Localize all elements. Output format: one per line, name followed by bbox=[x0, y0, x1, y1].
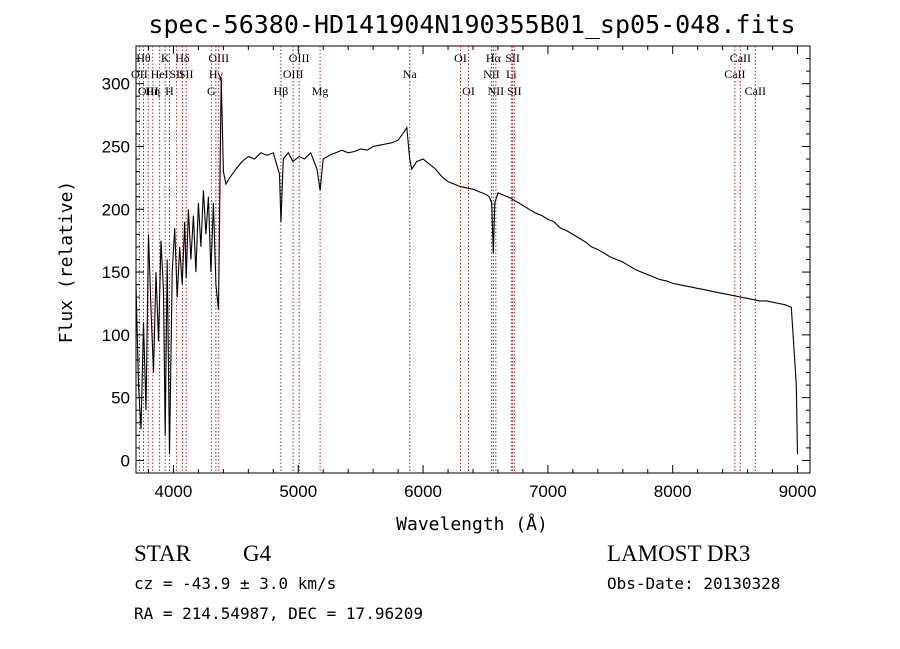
y-tick-label: 250 bbox=[102, 137, 130, 156]
chart-title: spec-56380-HD141904N190355B01_sp05-048.f… bbox=[148, 10, 795, 39]
y-tick-label: 0 bbox=[121, 451, 130, 470]
plot-frame bbox=[135, 45, 811, 474]
spectral-line-label: OIII bbox=[138, 84, 159, 98]
redshift-velocity: cz = -43.9 ± 3.0 km/s bbox=[134, 574, 336, 593]
spectral-line-label: K bbox=[161, 51, 170, 65]
spectral-line-label: Hη bbox=[145, 84, 160, 98]
spectral-line-label: Hα bbox=[486, 51, 502, 65]
spectral-line-label: Mg bbox=[312, 84, 329, 98]
spectral-line-label: NII bbox=[483, 67, 500, 81]
spectral-line-label: CaII bbox=[730, 51, 751, 65]
observation-date: Obs-Date: 20130328 bbox=[607, 574, 780, 593]
x-axis-label: Wavelength (Å) bbox=[396, 513, 548, 535]
spectral-line-label: G bbox=[207, 84, 216, 98]
spectral-line-label: SII bbox=[169, 67, 184, 81]
spectral-line-label: NII bbox=[488, 84, 505, 98]
spectral-line-label: Hγ bbox=[209, 67, 224, 81]
object-subclass: G4 bbox=[243, 541, 272, 566]
spectral-line-label: H bbox=[165, 84, 174, 98]
x-tick-label: 6000 bbox=[404, 482, 442, 501]
spectral-line-markers: OIIHθOIIIHηHeIKHSIIHδSIIGHγOIIIHβOIIIOII… bbox=[131, 46, 766, 473]
object-class: STAR bbox=[134, 541, 192, 566]
survey-name: LAMOST DR3 bbox=[607, 541, 750, 566]
spectral-line-label: CaII bbox=[745, 84, 766, 98]
spectral-line-label: HeI bbox=[151, 67, 169, 81]
spectral-line-label: Hθ bbox=[136, 51, 151, 65]
spectral-line-label: SII bbox=[505, 51, 520, 65]
spectral-line-label: CaII bbox=[724, 67, 745, 81]
y-tick-label: 300 bbox=[102, 75, 130, 94]
x-tick-label: 8000 bbox=[654, 482, 692, 501]
y-tick-label: 50 bbox=[111, 389, 130, 408]
spectral-line-label: Na bbox=[403, 67, 418, 81]
spectral-line-label: OII bbox=[131, 67, 148, 81]
spectral-line-label: OI bbox=[454, 51, 467, 65]
axes: 4000 5000 6000 7000 8000 9000 0 50 100 150 200 250 3… bbox=[102, 46, 817, 501]
spectral-line-label: OIII bbox=[283, 67, 304, 81]
y-tick-label: 200 bbox=[102, 200, 130, 219]
spectrum-series-line bbox=[135, 77, 799, 455]
spectral-line-label: Li bbox=[506, 67, 517, 81]
coordinates: RA = 214.54987, DEC = 17.96209 bbox=[134, 604, 423, 623]
x-tick-label: 9000 bbox=[779, 482, 817, 501]
spectral-line-label: SII bbox=[507, 84, 522, 98]
info-block: STAR G4 LAMOST DR3 cz = -43.9 ± 3.0 km/s… bbox=[134, 541, 780, 623]
x-tick-label: 4000 bbox=[155, 482, 193, 501]
y-axis-label: Flux (relative) bbox=[56, 181, 77, 344]
y-tick-label: 150 bbox=[102, 263, 130, 282]
spectral-line-label: OIII bbox=[289, 51, 310, 65]
spectral-line-label: Hβ bbox=[274, 84, 289, 98]
x-tick-label: 5000 bbox=[279, 482, 317, 501]
spectral-line-label: OI bbox=[462, 84, 475, 98]
x-tick-label: 7000 bbox=[529, 482, 567, 501]
spectral-line-label: Hδ bbox=[175, 51, 190, 65]
y-tick-label: 100 bbox=[102, 326, 130, 345]
spectral-line-label: OIII bbox=[208, 51, 229, 65]
spectral-line-label: SII bbox=[179, 67, 194, 81]
